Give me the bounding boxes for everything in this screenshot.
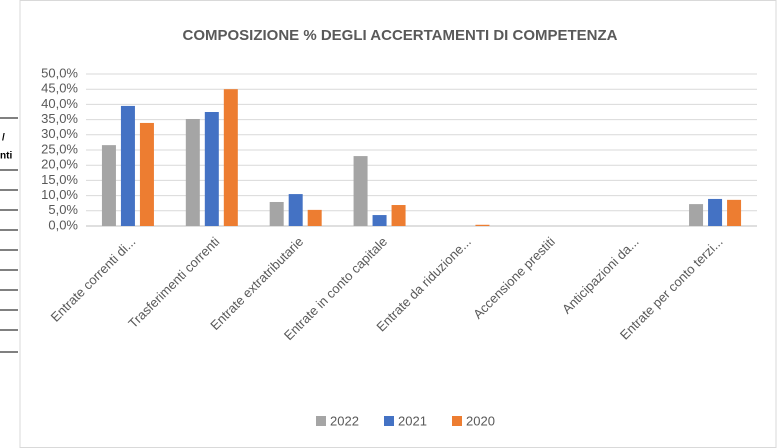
legend-label: 2020 <box>466 413 495 428</box>
bar <box>269 201 284 226</box>
y-tick-label: 25,0% <box>41 141 78 156</box>
bar <box>101 145 116 226</box>
y-tick-label: 0,0% <box>48 217 78 232</box>
bar <box>391 205 406 226</box>
y-tick-label: 30,0% <box>41 126 78 141</box>
legend-label: 2021 <box>398 413 427 428</box>
x-tick-label: Trasferimenti correnti <box>125 234 222 331</box>
legend-swatch <box>452 416 462 426</box>
x-tick-label: Anticipazioni da... <box>559 234 642 317</box>
fragment-text: nti <box>0 151 12 162</box>
bar <box>120 105 135 226</box>
x-tick-label: Entrate extratributarie <box>207 234 306 333</box>
y-tick-label: 50,0% <box>41 65 78 80</box>
legend-swatch <box>316 416 326 426</box>
x-tick-label: Entrate da riduzione... <box>373 234 474 335</box>
y-tick-label: 45,0% <box>41 81 78 96</box>
x-tick-label: Accensione prestiti <box>470 234 558 322</box>
y-tick-label: 35,0% <box>41 111 78 126</box>
bar <box>727 199 742 226</box>
legend-label: 2022 <box>330 413 359 428</box>
y-tick-label: 15,0% <box>41 172 78 187</box>
bar <box>708 198 723 226</box>
bar <box>139 122 154 226</box>
bar <box>223 89 238 226</box>
bar <box>475 224 490 226</box>
x-tick-label: Entrate correnti di... <box>48 234 139 325</box>
bar <box>288 194 303 226</box>
bar <box>689 204 704 226</box>
y-tick-label: 5,0% <box>48 202 78 217</box>
y-tick-label: 40,0% <box>41 96 78 111</box>
legend-swatch <box>384 416 394 426</box>
bar <box>204 112 219 226</box>
side-table: / nti <box>0 117 18 353</box>
fragment-text: / <box>2 133 5 144</box>
bar <box>372 215 387 226</box>
y-tick-label: 10,0% <box>41 187 78 202</box>
y-tick-label: 20,0% <box>41 157 78 172</box>
chart-title: COMPOSIZIONE % DEGLI ACCERTAMENTI DI COM… <box>182 27 617 44</box>
bar <box>353 156 368 226</box>
bar <box>307 209 322 226</box>
bar <box>185 118 200 226</box>
